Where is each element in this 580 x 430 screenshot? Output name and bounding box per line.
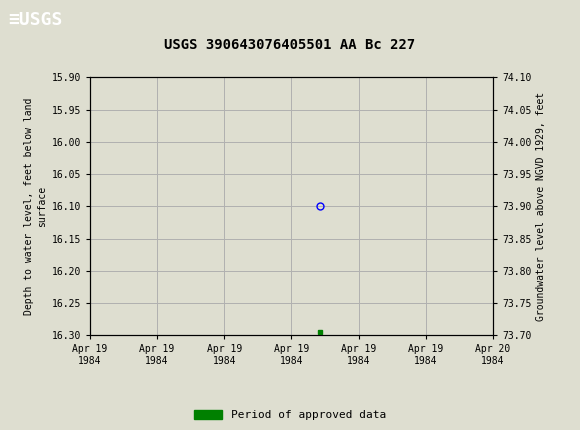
Text: ≡USGS: ≡USGS xyxy=(9,12,63,29)
Y-axis label: Depth to water level, feet below land
surface: Depth to water level, feet below land su… xyxy=(24,98,48,315)
Legend: Period of approved data: Period of approved data xyxy=(194,410,386,420)
Y-axis label: Groundwater level above NGVD 1929, feet: Groundwater level above NGVD 1929, feet xyxy=(535,92,546,321)
Text: USGS 390643076405501 AA Bc 227: USGS 390643076405501 AA Bc 227 xyxy=(164,38,416,52)
